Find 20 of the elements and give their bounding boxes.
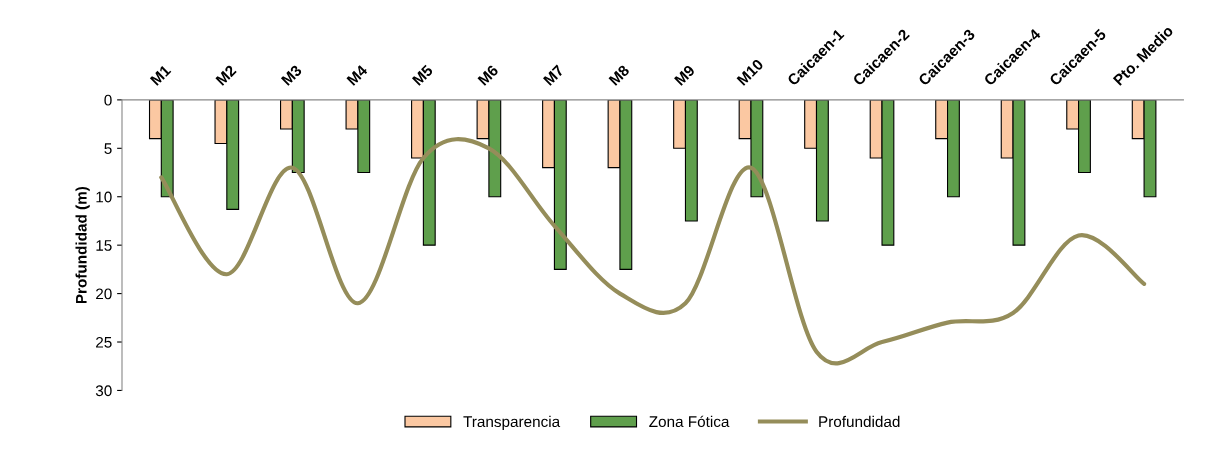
x-tick-label: M1: [149, 64, 172, 86]
x-tick-label: M9: [673, 64, 696, 86]
x-tick-label: M2: [215, 64, 237, 86]
y-tick-label: 10: [96, 191, 112, 203]
y-tick-label: 5: [104, 143, 112, 154]
y-tick-label: 25: [96, 336, 112, 348]
y-tick-label: 30: [95, 385, 112, 397]
legend-label: Zona Fótica: [649, 415, 730, 428]
legend-label: Profundidad: [819, 415, 900, 428]
y-tick-label: 15: [96, 240, 112, 251]
x-tick-label: M4: [346, 64, 369, 86]
y-axis-title: Profundidad (m): [75, 186, 90, 304]
y-tick-label: 0: [104, 94, 112, 106]
legend-label: Transparencia: [463, 415, 561, 431]
x-tick-label: M5: [411, 64, 434, 86]
y-tick-label: 20: [96, 288, 112, 300]
x-tick-label: M6: [477, 64, 499, 86]
x-tick-label: M7: [543, 64, 565, 86]
x-tick-label: M3: [280, 64, 303, 86]
x-tick-label: M8: [608, 64, 631, 86]
